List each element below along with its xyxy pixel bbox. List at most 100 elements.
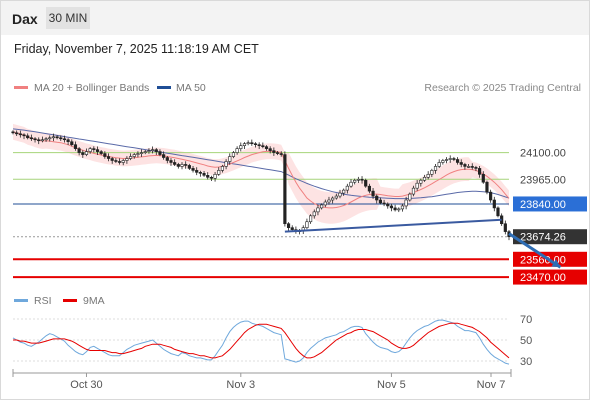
pivot-level-label: 23840.00 xyxy=(513,196,587,212)
candle-body xyxy=(220,166,225,171)
candle-body xyxy=(209,176,213,179)
candle-body xyxy=(290,227,294,230)
candle xyxy=(430,168,434,178)
candle-body xyxy=(180,164,184,167)
rsi-tick-label: 70 xyxy=(520,314,532,326)
candle-body xyxy=(327,199,331,203)
candle xyxy=(334,193,338,200)
rsi-legend-swatch xyxy=(14,299,28,302)
bollinger-band xyxy=(13,123,509,224)
x-tick-label: Nov 3 xyxy=(226,379,255,391)
candle xyxy=(106,153,111,162)
candle-body xyxy=(408,193,412,201)
candle-body xyxy=(114,160,118,162)
candle xyxy=(125,156,129,164)
candle xyxy=(338,189,342,199)
rsi-tick-label: 30 xyxy=(520,356,532,368)
candle xyxy=(470,163,474,170)
candle-body xyxy=(338,192,342,197)
candle xyxy=(246,140,250,146)
candle xyxy=(250,139,254,146)
candle xyxy=(279,151,283,157)
candle-body xyxy=(415,182,419,189)
candle-body xyxy=(22,134,26,137)
candle-body xyxy=(397,208,401,211)
x-tick-label: Nov 7 xyxy=(477,379,506,391)
candle-body xyxy=(448,158,452,160)
candle xyxy=(253,142,258,148)
candle xyxy=(198,170,202,177)
candle xyxy=(375,194,379,204)
candle xyxy=(485,180,489,195)
candle-body xyxy=(162,154,166,158)
candle xyxy=(165,155,169,164)
level-box xyxy=(513,229,587,245)
ma20-line xyxy=(12,131,510,209)
candle xyxy=(433,164,438,174)
candle-body xyxy=(496,207,500,217)
candle xyxy=(481,171,485,184)
candle xyxy=(202,170,206,177)
candle xyxy=(437,159,441,169)
candle xyxy=(220,164,225,173)
candle xyxy=(73,141,78,151)
candle-body xyxy=(459,162,463,165)
candle-body xyxy=(128,156,133,159)
arrow-shaft xyxy=(508,232,562,269)
candle-body xyxy=(70,141,74,145)
candle xyxy=(448,155,452,163)
candle-body xyxy=(478,168,482,175)
candle xyxy=(99,150,103,156)
candle xyxy=(268,146,272,154)
candle-body xyxy=(275,152,280,154)
candle xyxy=(26,133,30,140)
candle-body xyxy=(323,201,327,206)
timeframe-button[interactable]: 30 MIN xyxy=(46,7,90,29)
candle-body xyxy=(55,136,59,139)
rsi-ma-legend-swatch xyxy=(63,299,77,302)
candle xyxy=(360,176,364,184)
candle xyxy=(489,189,493,203)
candle xyxy=(217,167,221,176)
candle xyxy=(286,222,291,232)
candle xyxy=(180,162,184,170)
candle xyxy=(44,137,48,142)
candle-body xyxy=(88,148,92,152)
candle xyxy=(132,152,136,159)
candle-body xyxy=(470,166,474,168)
candle xyxy=(371,187,375,199)
candle-body xyxy=(253,143,258,145)
candle-body xyxy=(92,148,96,150)
candle xyxy=(411,185,416,197)
candle-body xyxy=(103,153,107,157)
candle-body xyxy=(73,144,78,149)
candle xyxy=(474,165,478,172)
candle-body xyxy=(228,156,232,162)
candle-body xyxy=(481,174,485,183)
candle-body xyxy=(125,158,129,161)
candle-body xyxy=(62,138,67,141)
candle xyxy=(48,135,52,142)
candle-body xyxy=(305,221,309,228)
resistance-level-label: 24100.00 xyxy=(520,148,566,160)
candle-body xyxy=(364,179,368,187)
candle-body xyxy=(371,190,375,197)
candle-body xyxy=(466,166,471,168)
candle-body xyxy=(51,136,56,139)
candle xyxy=(231,151,236,159)
candle-body xyxy=(11,131,15,134)
candle xyxy=(114,158,118,164)
candle xyxy=(121,158,125,166)
candle xyxy=(463,162,467,170)
candle xyxy=(88,147,92,154)
candle-body xyxy=(95,149,100,152)
candle xyxy=(309,214,313,224)
candle xyxy=(62,135,67,143)
candle-body xyxy=(44,138,48,141)
candle-body xyxy=(136,153,140,155)
candle xyxy=(305,218,309,230)
datetime-label: Friday, November 7, 2025 11:18:19 AM CET xyxy=(14,42,259,56)
candle-body xyxy=(283,154,287,225)
